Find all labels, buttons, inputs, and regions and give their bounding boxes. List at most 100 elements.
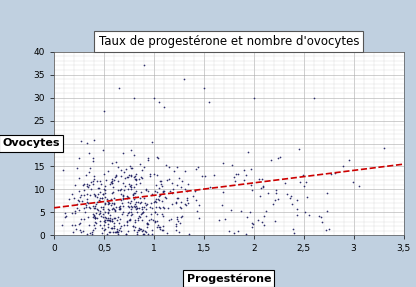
Point: [103, 197, 110, 201]
Point: [106, 218, 113, 222]
Point: [294, 213, 301, 218]
Point: [75, 208, 82, 212]
Point: [195, 203, 202, 208]
Point: [132, 207, 139, 212]
Point: [127, 213, 134, 218]
Point: [94, 207, 101, 212]
Point: [90, 212, 97, 216]
Point: [185, 182, 191, 186]
Point: [118, 191, 124, 196]
Point: [250, 221, 257, 226]
Point: [124, 220, 130, 225]
Point: [97, 182, 104, 187]
Point: [124, 195, 131, 200]
Point: [149, 191, 155, 196]
Point: [116, 228, 122, 232]
Point: [132, 225, 139, 229]
Point: [79, 183, 86, 188]
Point: [120, 193, 127, 198]
Point: [106, 213, 113, 218]
Point: [144, 221, 151, 225]
Point: [111, 178, 117, 183]
Point: [151, 200, 157, 204]
Point: [154, 155, 161, 159]
Point: [94, 216, 100, 220]
Point: [128, 199, 135, 203]
Point: [107, 182, 114, 186]
Point: [130, 185, 137, 190]
Point: [97, 214, 104, 218]
Point: [90, 179, 97, 184]
Point: [248, 182, 255, 187]
Point: [148, 200, 154, 205]
Point: [152, 183, 159, 187]
Point: [255, 218, 262, 223]
Point: [126, 218, 133, 223]
Point: [92, 226, 98, 230]
Point: [119, 204, 126, 209]
Point: [136, 213, 142, 218]
Point: [168, 201, 175, 206]
Point: [86, 183, 92, 188]
Point: [141, 63, 147, 68]
Point: [92, 216, 98, 221]
Point: [91, 214, 97, 219]
Point: [111, 230, 118, 235]
Point: [184, 196, 191, 201]
Point: [144, 232, 151, 237]
Point: [164, 206, 171, 211]
Point: [156, 179, 163, 183]
Point: [97, 196, 103, 201]
Point: [238, 209, 244, 214]
Point: [129, 192, 136, 197]
Point: [128, 173, 134, 178]
Point: [170, 187, 177, 191]
Point: [106, 218, 113, 223]
Point: [289, 201, 295, 206]
Point: [153, 173, 160, 177]
Point: [97, 190, 104, 194]
Point: [126, 181, 132, 186]
Point: [125, 175, 131, 179]
Point: [133, 177, 139, 182]
Point: [162, 195, 168, 200]
Point: [296, 180, 303, 185]
Point: [156, 193, 163, 198]
Point: [159, 205, 166, 209]
Point: [109, 226, 116, 230]
Point: [81, 205, 88, 210]
Point: [167, 217, 174, 222]
Point: [135, 225, 142, 230]
Point: [109, 218, 116, 223]
Point: [111, 216, 117, 221]
Point: [76, 221, 83, 226]
Point: [90, 155, 97, 160]
Point: [153, 204, 160, 209]
Point: [78, 217, 84, 222]
Point: [86, 222, 93, 227]
Point: [178, 206, 185, 210]
Point: [104, 216, 111, 220]
Point: [87, 206, 94, 211]
Title: Taux de progestérone et nombre d'ovocytes: Taux de progestérone et nombre d'ovocyte…: [99, 35, 359, 48]
Point: [123, 167, 130, 171]
Point: [164, 178, 171, 183]
Point: [152, 210, 158, 214]
Point: [135, 218, 141, 223]
Point: [101, 109, 107, 114]
Point: [91, 177, 97, 181]
Point: [260, 214, 267, 218]
Point: [326, 226, 333, 231]
Point: [271, 218, 278, 223]
Point: [177, 205, 183, 209]
Point: [83, 232, 90, 237]
Point: [183, 198, 190, 203]
Point: [141, 201, 148, 205]
Point: [97, 208, 104, 213]
Point: [108, 203, 115, 208]
Point: [128, 166, 135, 170]
Point: [201, 86, 207, 91]
Point: [150, 218, 157, 223]
Point: [131, 201, 138, 206]
Point: [105, 200, 111, 204]
